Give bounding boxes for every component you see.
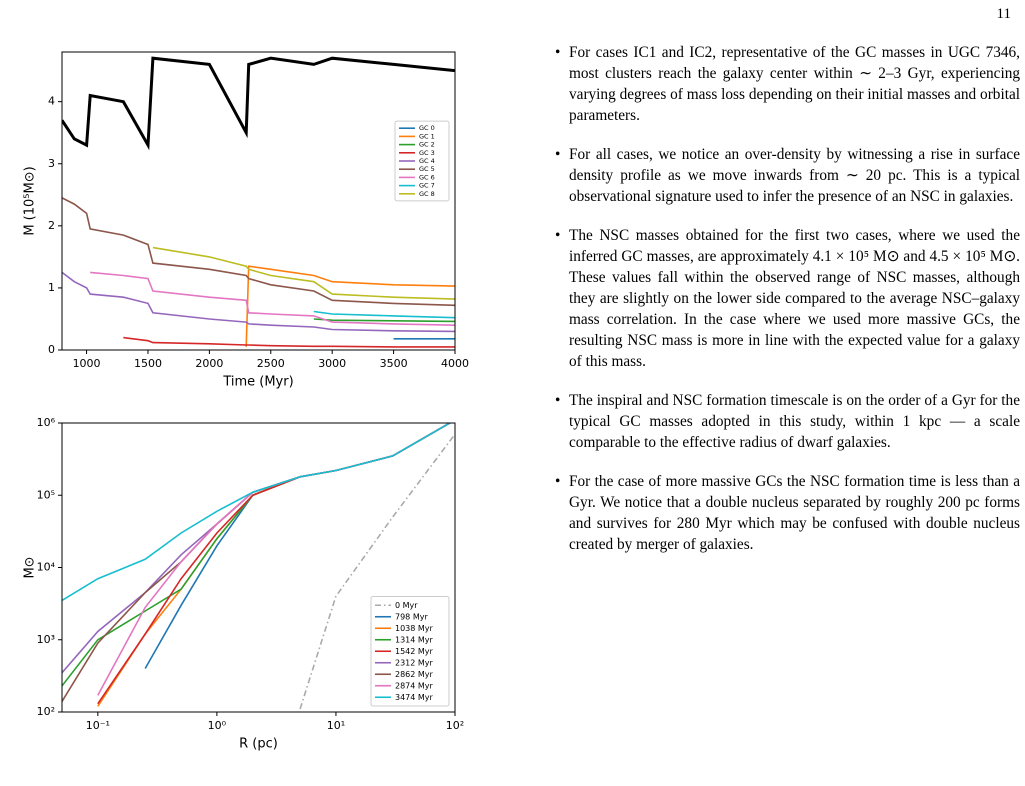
- x-tick-label: 10⁻¹: [86, 719, 110, 732]
- y-tick-label: 1: [48, 281, 55, 294]
- legend-label: GC 8: [419, 190, 435, 198]
- y-tick-label: 10²: [37, 705, 55, 718]
- x-tick-label: 1500: [134, 357, 162, 370]
- x-tick-label: 2000: [195, 357, 223, 370]
- chart: 1000 1500 2000 2500 3000 3500 4000 0 1 2 3 4 Time (M…: [23, 51, 469, 390]
- chart: 10⁻¹ 10⁰ 10¹ 10² 10² 10³ 10⁴ 10⁵ 10⁶ R (pc) M⊙ 0 My…: [23, 416, 465, 752]
- y-tick-label: 10³: [37, 633, 55, 646]
- legend-label: 1038 Myr: [395, 624, 434, 633]
- legend-label: 0 Myr: [395, 601, 418, 610]
- x-axis-label: R (pc): [239, 737, 278, 752]
- y-tick-label: 2: [48, 219, 55, 232]
- legend-label: GC 0: [419, 124, 435, 132]
- series-line: [152, 246, 455, 300]
- legend-label: GC 6: [419, 173, 435, 181]
- legend-box: [370, 596, 450, 707]
- legend-label: GC 2: [419, 141, 435, 149]
- legend-label: GC 7: [419, 182, 435, 190]
- bullet: The inspiral and NSC formation timescale…: [555, 390, 1020, 453]
- series-line: [123, 336, 455, 348]
- x-tick-label: 3000: [318, 357, 346, 370]
- legend-label: GC 5: [419, 165, 435, 173]
- y-tick-label: 4: [48, 95, 55, 108]
- legend-label: 3474 Myr: [395, 693, 434, 702]
- y-tick-label: 3: [48, 157, 55, 170]
- legend-box: [394, 120, 450, 202]
- series-line: [313, 310, 455, 319]
- series-line: [62, 56, 455, 151]
- x-tick-label: 1000: [73, 357, 101, 370]
- x-tick-label: 4000: [441, 357, 469, 370]
- series-line: [299, 433, 455, 710]
- bullet: For all cases, we notice an over-density…: [555, 144, 1020, 207]
- y-tick-label: 0: [48, 343, 55, 356]
- legend-label: GC 4: [419, 157, 435, 165]
- legend-label: 2312 Myr: [395, 658, 434, 667]
- series-line: [313, 318, 455, 323]
- series-line: [90, 271, 455, 326]
- bullet: For cases IC1 and IC2, representative of…: [555, 42, 1020, 126]
- bullet: For the case of more massive GCs the NSC…: [555, 471, 1020, 555]
- x-tick-label: 10⁰: [208, 719, 227, 732]
- x-tick-label: 2500: [257, 357, 285, 370]
- bullet: The NSC masses obtained for the first tw…: [555, 225, 1020, 372]
- bullet-list: For cases IC1 and IC2, representative of…: [555, 42, 1020, 786]
- series-line: [245, 265, 455, 347]
- axes-frame: [61, 51, 456, 351]
- x-axis-label: Time (Myr): [222, 375, 293, 390]
- y-tick-label: 10⁶: [37, 416, 56, 429]
- series-line: [62, 423, 452, 602]
- series-line: [62, 197, 455, 307]
- y-tick-label: 10⁴: [37, 561, 56, 574]
- legend-label: GC 3: [419, 149, 435, 157]
- y-axis-label: M⊙: [23, 556, 38, 578]
- y-tick-label: 10⁵: [37, 488, 55, 501]
- x-tick-label: 10¹: [327, 719, 345, 732]
- x-tick-label: 3500: [380, 357, 408, 370]
- legend-label: 2862 Myr: [395, 670, 434, 679]
- x-tick-label: 10²: [446, 719, 464, 732]
- legend-label: 1314 Myr: [395, 635, 434, 644]
- legend-label: 798 Myr: [395, 612, 428, 621]
- page-number: 11: [996, 6, 1011, 22]
- legend-label: 2874 Myr: [395, 681, 434, 690]
- figures: 1000 1500 2000 2500 3000 3500 4000 0 1 2 3 4 Time (M…: [23, 51, 469, 752]
- legend-label: GC 1: [419, 132, 435, 140]
- y-axis-label: M (10⁵M⊙): [23, 166, 38, 235]
- legend-label: 1542 Myr: [395, 647, 434, 656]
- series-line: [62, 271, 455, 333]
